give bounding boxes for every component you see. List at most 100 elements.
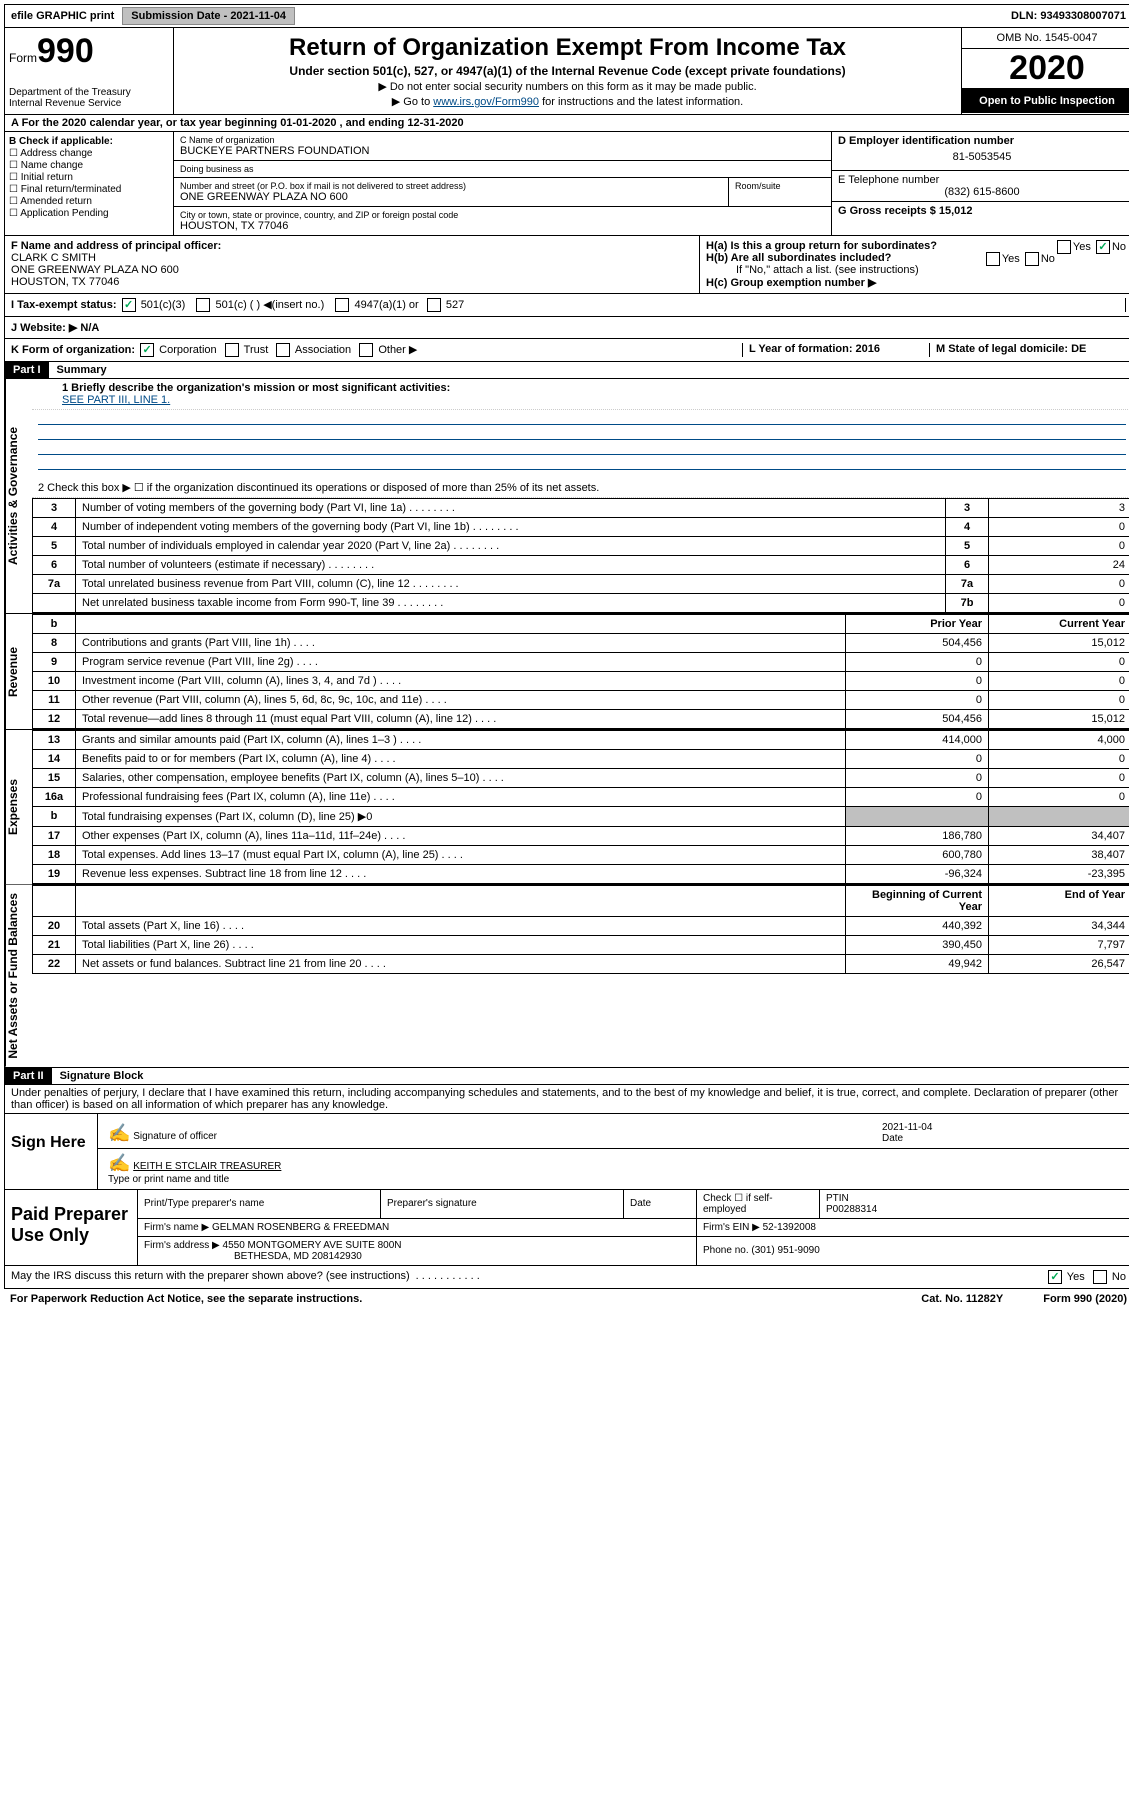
signature-block: Sign Here ✍ Signature of officer 2021-11… <box>4 1114 1129 1190</box>
chk-501c3[interactable] <box>122 298 136 312</box>
chk-4947[interactable] <box>335 298 349 312</box>
org-info-block: B Check if applicable: ☐ Address change … <box>4 132 1129 236</box>
hb-no[interactable] <box>1025 252 1039 266</box>
line-text: Other revenue (Part VIII, column (A), li… <box>76 691 846 710</box>
net-assets-table: Beginning of Current YearEnd of Year 20T… <box>32 885 1129 974</box>
org-name-label: C Name of organization <box>180 135 825 145</box>
line-text: Number of independent voting members of … <box>76 518 946 537</box>
blank-line <box>38 410 1126 425</box>
prior-value: 186,780 <box>846 827 989 846</box>
tax-year: 2020 <box>962 49 1129 89</box>
chk-trust[interactable] <box>225 343 239 357</box>
line-num: 3 <box>33 499 76 518</box>
instr-ssn: ▶ Do not enter social security numbers o… <box>178 80 957 93</box>
net-assets-section: Net Assets or Fund Balances Beginning of… <box>4 885 1129 1068</box>
prior-value: 504,456 <box>846 634 989 653</box>
street-value: ONE GREENWAY PLAZA NO 600 <box>180 191 722 203</box>
chk-corporation[interactable] <box>140 343 154 357</box>
vbar-expenses: Expenses <box>5 730 32 884</box>
prior-value: 0 <box>846 691 989 710</box>
chk-name-change[interactable]: ☐ Name change <box>9 160 169 171</box>
revenue-table: bPrior YearCurrent Year 8Contributions a… <box>32 614 1129 729</box>
line-text: Investment income (Part VIII, column (A)… <box>76 672 846 691</box>
col-d-ein-phone: D Employer identification number 81-5053… <box>831 132 1129 235</box>
line-num: 21 <box>33 936 76 955</box>
part2-label: Part II <box>5 1068 52 1084</box>
line-text: Total assets (Part X, line 16) . . . . <box>76 917 846 936</box>
line-text: Total number of individuals employed in … <box>76 537 946 556</box>
org-name: BUCKEYE PARTNERS FOUNDATION <box>180 145 825 157</box>
line-text: Program service revenue (Part VIII, line… <box>76 653 846 672</box>
chk-address-change[interactable]: ☐ Address change <box>9 148 169 159</box>
current-value: 0 <box>989 691 1129 710</box>
line-value: 3 <box>989 499 1129 518</box>
line-box: 5 <box>946 537 989 556</box>
chk-527[interactable] <box>427 298 441 312</box>
line-text: Total revenue—add lines 8 through 11 (mu… <box>76 710 846 729</box>
line-box: 7b <box>946 594 989 613</box>
line-value: 0 <box>989 537 1129 556</box>
chk-initial-return[interactable]: ☐ Initial return <box>9 172 169 183</box>
line-num: 10 <box>33 672 76 691</box>
prior-value: 0 <box>846 788 989 807</box>
part1-label: Part I <box>5 362 49 378</box>
line-text: Salaries, other compensation, employee b… <box>76 769 846 788</box>
chk-other[interactable] <box>359 343 373 357</box>
gross-receipts: G Gross receipts $ 15,012 <box>838 205 973 217</box>
line-value: 0 <box>989 518 1129 537</box>
vbar-governance: Activities & Governance <box>5 379 32 613</box>
chk-501c[interactable] <box>196 298 210 312</box>
blank-line <box>38 425 1126 440</box>
line-text: Total number of volunteers (estimate if … <box>76 556 946 575</box>
footer-catno: Cat. No. 11282Y <box>921 1293 1003 1305</box>
current-value: 0 <box>989 788 1129 807</box>
line-text: Other expenses (Part IX, column (A), lin… <box>76 827 846 846</box>
discuss-yes[interactable] <box>1048 1270 1062 1284</box>
part1-header: Part I Summary <box>4 362 1129 379</box>
current-value: 0 <box>989 769 1129 788</box>
room-label: Room/suite <box>735 181 825 191</box>
current-value: -23,395 <box>989 865 1129 884</box>
part2-title: Signature Block <box>52 1068 152 1084</box>
current-value <box>989 807 1129 827</box>
principal-officer: F Name and address of principal officer:… <box>5 236 700 293</box>
line-text: Revenue less expenses. Subtract line 18 … <box>76 865 846 884</box>
chk-association[interactable] <box>276 343 290 357</box>
irs-link[interactable]: www.irs.gov/Form990 <box>433 96 539 108</box>
submission-date-button[interactable]: Submission Date - 2021-11-04 <box>122 7 295 25</box>
ein-value: 81-5053545 <box>838 147 1126 167</box>
line-num: 20 <box>33 917 76 936</box>
line-num <box>33 594 76 613</box>
expenses-section: Expenses 13Grants and similar amounts pa… <box>4 730 1129 885</box>
current-value: 34,344 <box>989 917 1129 936</box>
blank-line <box>38 455 1126 470</box>
hb-yes[interactable] <box>986 252 1000 266</box>
line-num: 13 <box>33 731 76 750</box>
line-num: 22 <box>33 955 76 974</box>
prior-value: 390,450 <box>846 936 989 955</box>
line-num: 14 <box>33 750 76 769</box>
line-value: 0 <box>989 594 1129 613</box>
current-value: 0 <box>989 653 1129 672</box>
chk-application-pending[interactable]: ☐ Application Pending <box>9 208 169 219</box>
line-num: 9 <box>33 653 76 672</box>
line-num: 17 <box>33 827 76 846</box>
prior-value: -96,324 <box>846 865 989 884</box>
current-value: 34,407 <box>989 827 1129 846</box>
phone-label: E Telephone number <box>838 174 1126 186</box>
mission-link[interactable]: SEE PART III, LINE 1. <box>62 394 170 406</box>
page-footer: For Paperwork Reduction Act Notice, see … <box>4 1289 1129 1309</box>
line-num: b <box>33 807 76 827</box>
current-value: 7,797 <box>989 936 1129 955</box>
vbar-net-assets: Net Assets or Fund Balances <box>5 885 32 1067</box>
activities-governance: Activities & Governance 1 Briefly descri… <box>4 379 1129 614</box>
discuss-no[interactable] <box>1093 1270 1107 1284</box>
line-num: 4 <box>33 518 76 537</box>
chk-final-return[interactable]: ☐ Final return/terminated <box>9 184 169 195</box>
preparer-table: Print/Type preparer's name Preparer's si… <box>138 1190 1129 1265</box>
revenue-section: Revenue bPrior YearCurrent Year 8Contrib… <box>4 614 1129 730</box>
ha-yes[interactable] <box>1057 240 1071 254</box>
ha-no[interactable] <box>1096 240 1110 254</box>
chk-amended-return[interactable]: ☐ Amended return <box>9 196 169 207</box>
form-title: Return of Organization Exempt From Incom… <box>178 34 957 62</box>
